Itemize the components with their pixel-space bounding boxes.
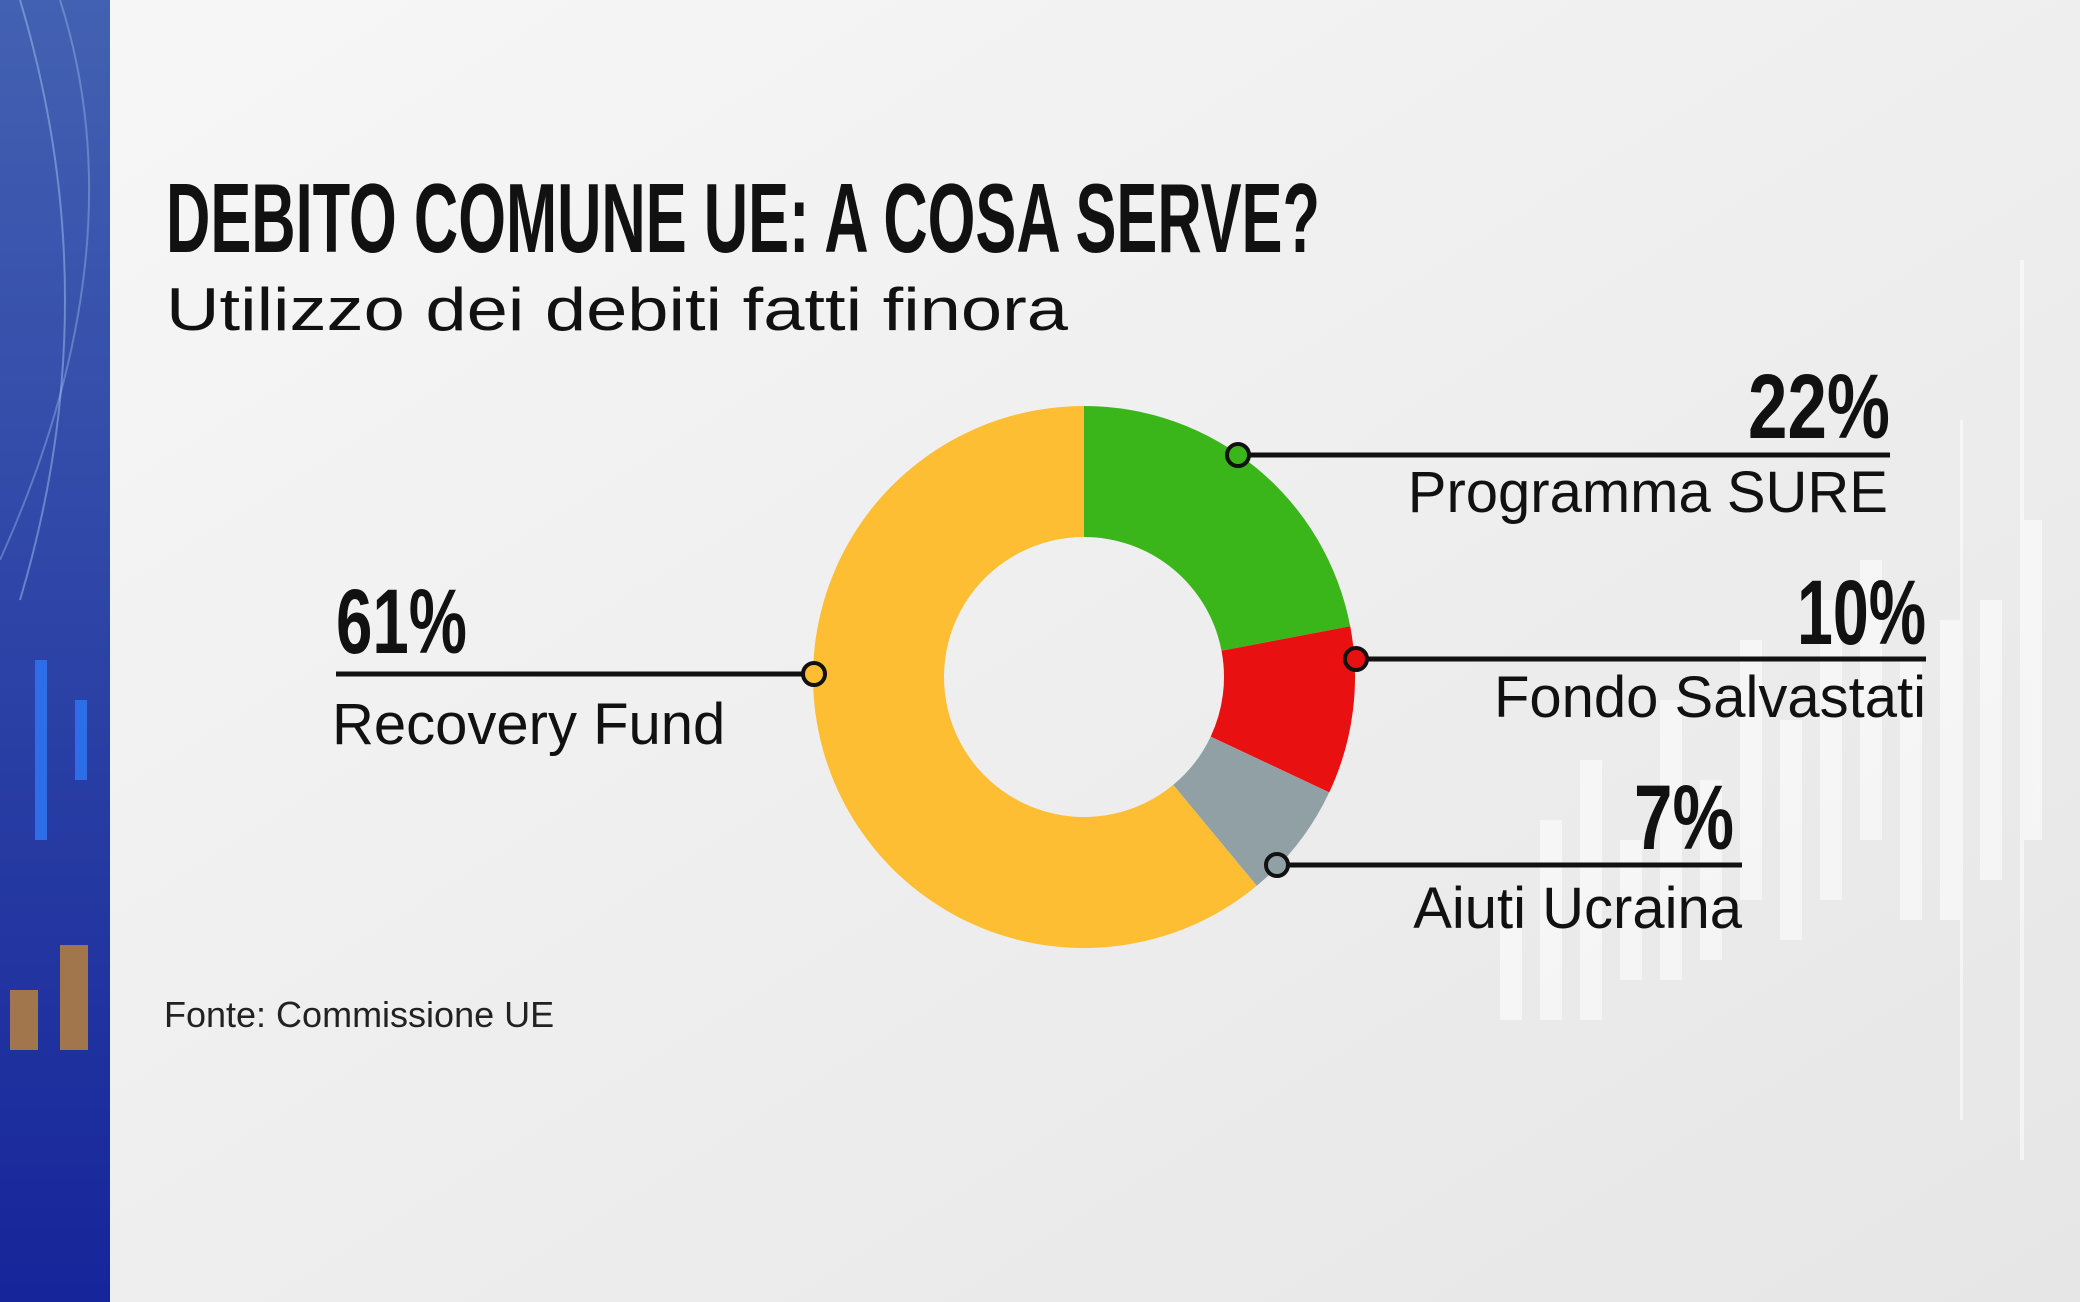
- subtitle: Utilizzo dei debiti fatti finora: [166, 276, 1069, 343]
- data-label-percent: 61%: [336, 571, 467, 673]
- donut-slice-aiuti-ucraina: [1173, 736, 1330, 886]
- left-sidebar-band: [0, 0, 110, 1302]
- data-label-percent: 10%: [1797, 562, 1926, 664]
- marker-dot: [801, 661, 827, 687]
- callout-fondo-salvastati: 10% Fondo Salvastati: [1343, 562, 1926, 730]
- marker-dot: [1343, 646, 1369, 672]
- donut-slice-recovery-fund: [813, 406, 1257, 949]
- marker-dot: [1225, 442, 1251, 468]
- data-label-percent: 7%: [1634, 767, 1734, 869]
- callout-aiuti-ucraina: 7% Aiuti Ucraina: [1264, 767, 1743, 941]
- data-label-name: Aiuti Ucraina: [1413, 876, 1743, 941]
- data-label-name: Programma SURE: [1408, 460, 1888, 525]
- background-decor-bars: [1500, 260, 2042, 1160]
- callout-recovery-fund: 61% Recovery Fund: [332, 571, 827, 757]
- page-title: DEBITO COMUNE UE: A COSA SERVE?: [166, 163, 1320, 273]
- donut-chart: [813, 406, 1355, 949]
- marker-dot: [1264, 852, 1290, 878]
- donut-slice-programma-sure: [1084, 406, 1351, 651]
- data-label-name: Recovery Fund: [332, 692, 725, 757]
- callout-programma-sure: 22% Programma SURE: [1225, 356, 1890, 525]
- source-note: Fonte: Commissione UE: [164, 994, 554, 1035]
- data-label-name: Fondo Salvastati: [1494, 665, 1926, 730]
- data-label-percent: 22%: [1748, 356, 1890, 458]
- donut-slice-fondo-salvastati: [1210, 626, 1355, 793]
